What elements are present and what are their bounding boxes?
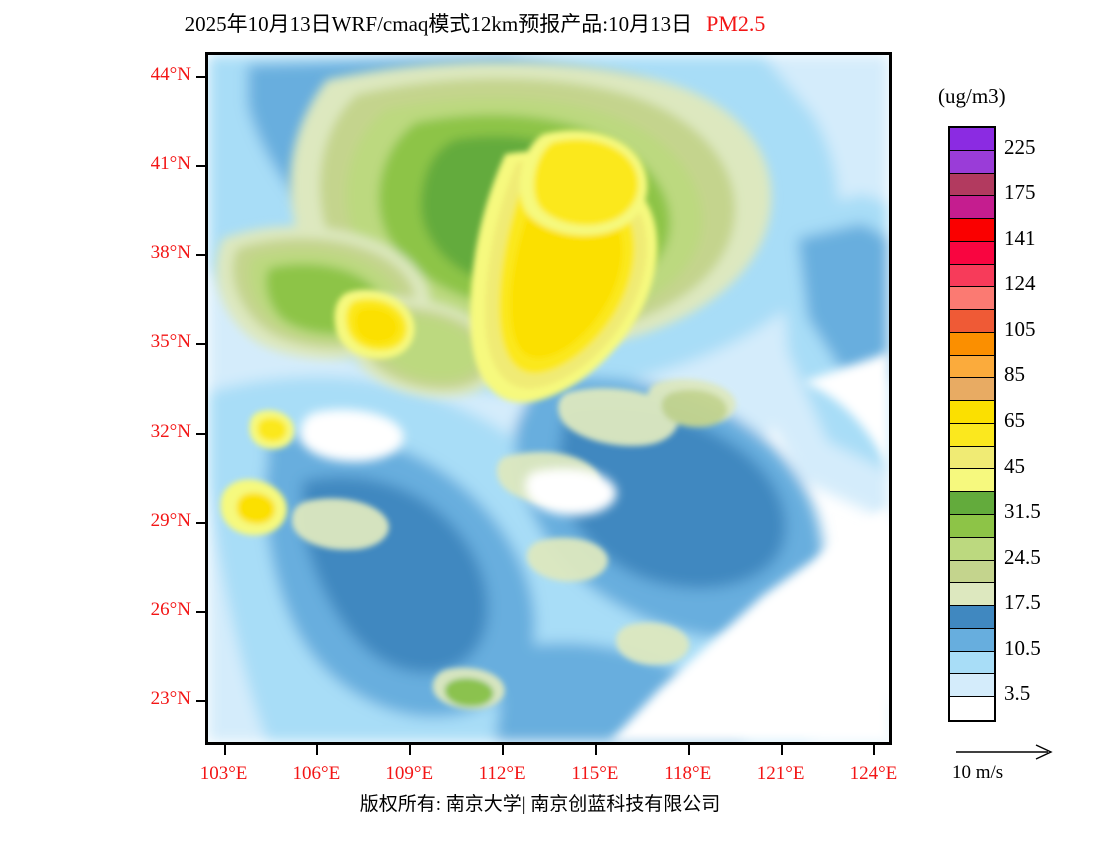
longitude-tick bbox=[594, 745, 597, 755]
colorbar-band bbox=[950, 492, 994, 516]
colorbar-tick-label: 85 bbox=[1004, 362, 1025, 387]
longitude-tick bbox=[316, 745, 319, 755]
latitude-tick-label: 44°N bbox=[150, 63, 191, 85]
longitude-tick-label: 121°E bbox=[756, 763, 805, 784]
longitude-tick-label: 115°E bbox=[571, 763, 619, 784]
latitude-tick-label: 29°N bbox=[150, 509, 191, 531]
colorbar-band bbox=[950, 355, 994, 379]
copyright-footer: 版权所有: 南京大学| 南京创蓝科技有限公司 bbox=[359, 794, 721, 815]
longitude-tick-label: 103°E bbox=[199, 763, 248, 784]
colorbar-band bbox=[950, 674, 994, 698]
latitude-tick bbox=[196, 521, 205, 524]
colorbar-band bbox=[950, 560, 994, 584]
colorbar-band bbox=[950, 196, 994, 220]
colorbar-band bbox=[950, 150, 994, 174]
longitude-tick-label: 112°E bbox=[478, 763, 526, 784]
pm25-concentration-field bbox=[208, 55, 889, 742]
latitude-tick bbox=[196, 611, 205, 614]
colorbar-tick-label: 225 bbox=[1004, 134, 1036, 159]
colorbar-band bbox=[950, 583, 994, 607]
colorbar-band bbox=[950, 423, 994, 447]
latitude-tick-label: 35°N bbox=[150, 331, 191, 353]
colorbar-band bbox=[950, 173, 994, 197]
colorbar-tick-label: 17.5 bbox=[1004, 590, 1041, 615]
title-text: 2025年10月13日WRF/cmaq模式12km预报产品:10月13日 bbox=[184, 12, 693, 36]
latitude-tick bbox=[196, 75, 205, 78]
colorbar-band bbox=[950, 651, 994, 675]
latitude-tick-label: 32°N bbox=[150, 420, 191, 442]
page-title: 2025年10月13日WRF/cmaq模式12km预报产品:10月13日 PM2.… bbox=[0, 8, 950, 38]
longitude-tick-label: 109°E bbox=[385, 763, 434, 784]
colorbar-tick-label: 175 bbox=[1004, 180, 1036, 205]
colorbar-band bbox=[950, 401, 994, 424]
longitude-tick bbox=[780, 745, 783, 755]
colorbar-tick-label: 24.5 bbox=[1004, 544, 1041, 569]
map-canvas[interactable] bbox=[205, 52, 892, 745]
longitude-tick-label: 118°E bbox=[664, 763, 712, 784]
colorbar-tick-label: 65 bbox=[1004, 408, 1025, 432]
latitude-tick bbox=[196, 254, 205, 257]
colorbar-tick-label: 45 bbox=[1004, 453, 1025, 478]
wind-scale-label: 10 m/s bbox=[952, 762, 1004, 783]
latitude-tick bbox=[196, 432, 205, 435]
latitude-tick-label: 23°N bbox=[150, 688, 191, 710]
wind-scale-key: 10 m/s bbox=[952, 740, 1092, 786]
latitude-tick-label: 41°N bbox=[150, 153, 191, 175]
colorbar-tick-label: 31.5 bbox=[1004, 499, 1041, 524]
longitude-tick bbox=[687, 745, 690, 755]
colorbar-band bbox=[950, 469, 994, 493]
colorbar-tick-label: 10.5 bbox=[1004, 635, 1041, 660]
latitude-tick-label: 38°N bbox=[150, 242, 191, 264]
colorbar-band bbox=[950, 378, 994, 402]
arrow-right-icon bbox=[956, 744, 1053, 760]
longitude-tick bbox=[223, 745, 226, 755]
colorbar-band bbox=[950, 332, 994, 356]
colorbar-tick-label: 141 bbox=[1004, 225, 1036, 250]
colorbar-unit-label: (ug/m3) bbox=[938, 84, 1006, 108]
colorbar-tick-label: 3.5 bbox=[1004, 681, 1031, 706]
latitude-tick-label: 26°N bbox=[150, 599, 191, 621]
colorbar-band bbox=[950, 219, 994, 242]
colorbar-band bbox=[950, 606, 994, 629]
colorbar-band bbox=[950, 287, 994, 311]
pollutant-label: PM2.5 bbox=[706, 11, 766, 36]
longitude-tick bbox=[502, 745, 505, 755]
latitude-tick bbox=[196, 165, 205, 168]
longitude-tick-label: 124°E bbox=[849, 763, 898, 784]
latitude-tick bbox=[196, 343, 205, 346]
colorbar-band bbox=[950, 241, 994, 265]
colorbar-tick-label: 124 bbox=[1004, 271, 1036, 296]
colorbar-tick-label: 105 bbox=[1004, 316, 1036, 341]
colorbar-band bbox=[950, 264, 994, 288]
colorbar-band bbox=[950, 628, 994, 652]
colorbar-band bbox=[950, 310, 994, 333]
longitude-tick bbox=[873, 745, 876, 755]
colorbar-band bbox=[950, 537, 994, 561]
longitude-tick bbox=[409, 745, 412, 755]
latitude-tick bbox=[196, 700, 205, 703]
longitude-tick-label: 106°E bbox=[292, 763, 341, 784]
colorbar-band bbox=[950, 697, 994, 720]
colorbar-band bbox=[950, 128, 994, 151]
colorbar-band bbox=[950, 446, 994, 470]
colorbar-band bbox=[950, 515, 994, 538]
colorbar[interactable] bbox=[948, 126, 996, 722]
